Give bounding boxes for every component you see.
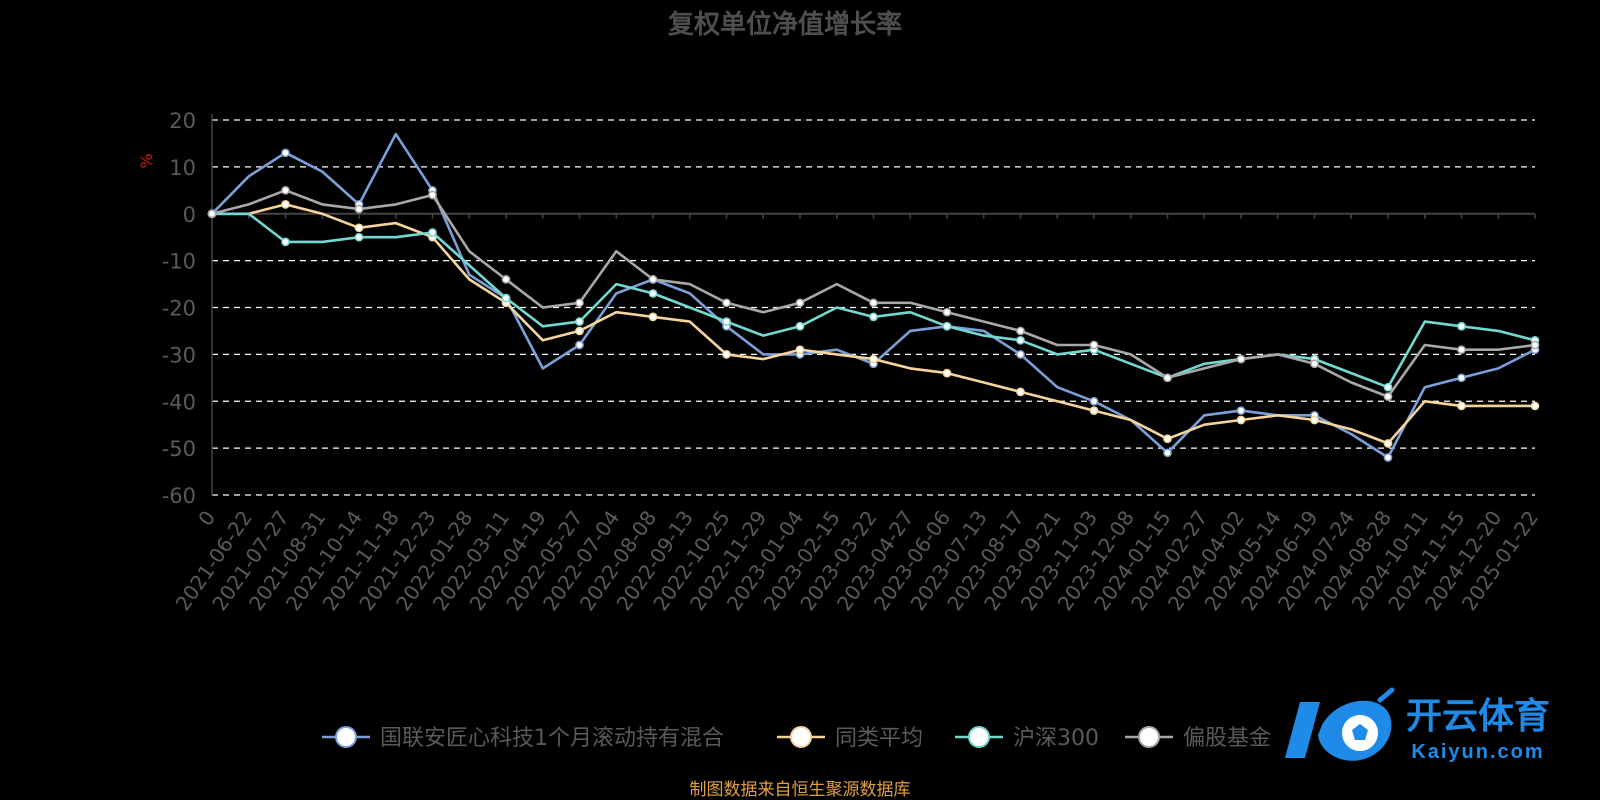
data-point[interactable] [1163, 434, 1172, 444]
legend-label: 国联安匠心科技1个月滚动持有混合 [380, 726, 724, 751]
data-point[interactable] [1016, 326, 1025, 336]
series-lines [207, 132, 1540, 462]
data-point[interactable] [648, 275, 658, 284]
data-point[interactable] [281, 237, 290, 247]
data-point[interactable] [281, 200, 290, 209]
legend-swatch-marker [335, 726, 357, 748]
logo-domain-text: Kaiyun.com [1411, 741, 1544, 763]
legend-swatch-marker [790, 726, 812, 748]
data-point[interactable] [795, 345, 805, 355]
y-tick-labels: 20 10 0 -10 -20 -30 -40 -50 -60 [162, 109, 196, 508]
data-point[interactable] [1457, 401, 1466, 411]
legend-item[interactable]: 国联安匠心科技1个月滚动持有混合 [322, 726, 724, 751]
data-point[interactable] [1530, 340, 1540, 350]
data-point[interactable] [1236, 415, 1246, 425]
data-point[interactable] [1016, 335, 1025, 345]
data-point[interactable] [354, 204, 364, 214]
logo-brand-text: 开云体育 [1406, 695, 1550, 736]
data-point[interactable] [869, 312, 878, 322]
data-point[interactable] [942, 368, 952, 378]
data-point[interactable] [722, 317, 731, 326]
data-point[interactable] [354, 223, 364, 233]
data-point[interactable] [1383, 453, 1393, 462]
source-note: 制图数据来自恒生聚源数据库 [690, 780, 911, 800]
series-0 [207, 132, 1540, 462]
kaiyun-logo: 开云体育 Kaiyun.com [1285, 687, 1550, 763]
data-point[interactable] [281, 148, 290, 158]
data-point[interactable] [207, 209, 217, 219]
legend-item[interactable]: 偏股基金 [1125, 726, 1271, 751]
data-point[interactable] [722, 298, 731, 308]
x-tick-labels: 02021-06-222021-07-272021-08-312021-10-1… [171, 506, 1544, 615]
data-point[interactable] [1383, 382, 1393, 392]
logo-emblem-icon [1285, 687, 1395, 761]
y-tick-label: 10 [169, 156, 196, 180]
data-point[interactable] [795, 321, 805, 331]
data-point[interactable] [281, 185, 290, 195]
data-point[interactable] [575, 298, 584, 308]
legend[interactable]: 国联安匠心科技1个月滚动持有混合 同类平均 沪深300 偏股基金 [322, 726, 1271, 751]
chart-title: 复权单位净值增长率 [668, 9, 902, 40]
data-point[interactable] [1089, 406, 1099, 415]
data-point[interactable] [428, 228, 437, 237]
y-tick-label: -50 [162, 437, 196, 461]
series-line [211, 132, 1536, 459]
data-point[interactable] [1310, 359, 1319, 369]
y-tick-label: -20 [162, 297, 196, 321]
data-point[interactable] [942, 307, 952, 317]
data-point[interactable] [722, 350, 731, 359]
data-point[interactable] [1457, 373, 1466, 383]
data-point[interactable] [1383, 439, 1393, 448]
legend-label: 同类平均 [835, 726, 923, 751]
data-point[interactable] [648, 289, 658, 298]
legend-swatch-marker [968, 726, 990, 748]
y-tick-label: 20 [169, 109, 196, 133]
y-tick-label: -30 [162, 343, 196, 367]
data-point[interactable] [1163, 448, 1172, 458]
data-point[interactable] [575, 326, 584, 336]
data-point[interactable] [1089, 396, 1099, 406]
legend-label: 沪深300 [1013, 726, 1099, 751]
y-axis-label: % [137, 153, 156, 168]
y-tick-label: -60 [162, 484, 196, 508]
data-point[interactable] [575, 317, 584, 326]
legend-item[interactable]: 沪深300 [955, 726, 1099, 751]
legend-label: 偏股基金 [1183, 726, 1271, 751]
y-tick-label: -40 [162, 390, 196, 414]
series-3 [207, 185, 1540, 401]
legend-swatch-marker [1138, 726, 1160, 748]
data-point[interactable] [354, 232, 364, 242]
gridlines [212, 119, 1535, 496]
data-point[interactable] [501, 275, 511, 284]
data-point[interactable] [1016, 387, 1025, 397]
data-point[interactable] [795, 298, 805, 308]
data-point[interactable] [942, 321, 952, 331]
y-tick-label: 0 [183, 203, 196, 227]
data-point[interactable] [1236, 406, 1246, 415]
data-point[interactable] [1236, 354, 1246, 364]
series-1 [207, 200, 1540, 448]
data-point[interactable] [1457, 345, 1466, 355]
series-line [212, 203, 1535, 445]
legend-item[interactable]: 同类平均 [777, 726, 923, 751]
data-point[interactable] [869, 298, 878, 308]
data-point[interactable] [1089, 340, 1099, 350]
data-point[interactable] [1530, 401, 1540, 411]
data-point[interactable] [1310, 415, 1319, 425]
data-point[interactable] [501, 293, 511, 303]
data-point[interactable] [428, 190, 437, 200]
data-point[interactable] [1016, 350, 1025, 359]
x-tick-label: 0 [193, 506, 220, 530]
y-tick-label: -10 [162, 250, 196, 274]
data-point[interactable] [1383, 392, 1393, 401]
data-point[interactable] [1163, 373, 1172, 383]
data-point[interactable] [648, 312, 658, 322]
data-point[interactable] [575, 340, 584, 350]
data-point[interactable] [869, 354, 878, 364]
data-point[interactable] [1457, 321, 1466, 331]
